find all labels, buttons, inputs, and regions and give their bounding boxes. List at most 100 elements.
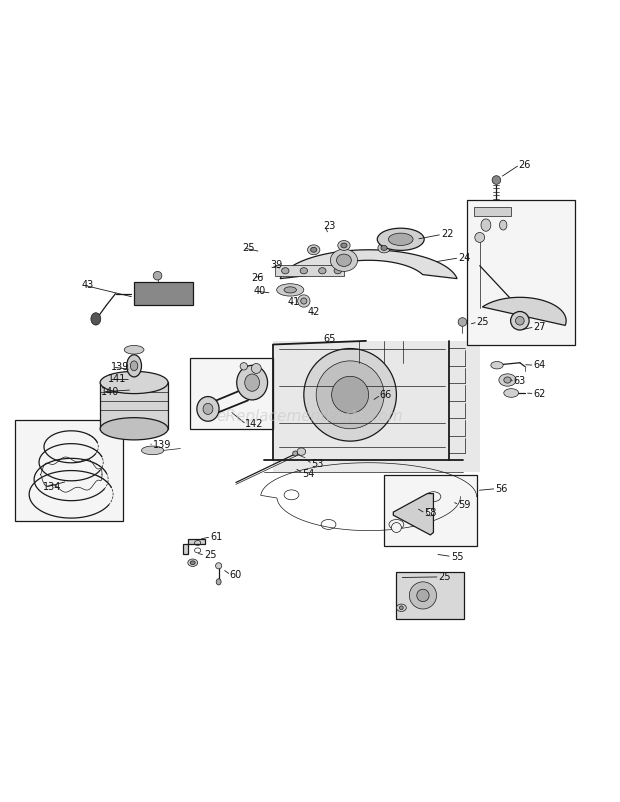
Ellipse shape xyxy=(388,233,413,245)
Text: 26: 26 xyxy=(251,273,264,282)
Ellipse shape xyxy=(311,247,317,253)
Ellipse shape xyxy=(124,346,144,354)
Ellipse shape xyxy=(300,268,308,273)
Text: 63: 63 xyxy=(514,376,526,387)
Text: eReplacementParts.com: eReplacementParts.com xyxy=(216,409,404,424)
Ellipse shape xyxy=(504,377,511,383)
Ellipse shape xyxy=(337,254,352,266)
Ellipse shape xyxy=(304,349,396,441)
Text: 25: 25 xyxy=(438,572,451,582)
Bar xyxy=(396,573,464,618)
Bar xyxy=(384,475,477,546)
Ellipse shape xyxy=(504,389,518,397)
Ellipse shape xyxy=(330,249,358,271)
Text: 58: 58 xyxy=(424,508,436,518)
Text: 139: 139 xyxy=(153,440,171,451)
Ellipse shape xyxy=(277,284,304,296)
Text: 27: 27 xyxy=(533,322,546,332)
Text: 59: 59 xyxy=(458,500,471,510)
Ellipse shape xyxy=(284,287,296,293)
Text: 25: 25 xyxy=(204,550,216,561)
Ellipse shape xyxy=(141,446,164,455)
Text: 62: 62 xyxy=(533,389,546,399)
Ellipse shape xyxy=(308,245,320,255)
Ellipse shape xyxy=(216,579,221,585)
Bar xyxy=(190,358,273,429)
Polygon shape xyxy=(100,383,168,429)
Ellipse shape xyxy=(126,354,141,377)
Ellipse shape xyxy=(130,361,138,371)
Ellipse shape xyxy=(197,396,219,421)
Polygon shape xyxy=(280,249,457,278)
Polygon shape xyxy=(273,341,480,472)
Ellipse shape xyxy=(203,403,213,415)
Ellipse shape xyxy=(481,219,491,231)
Ellipse shape xyxy=(500,221,507,230)
Ellipse shape xyxy=(245,374,260,391)
Polygon shape xyxy=(474,207,511,216)
Ellipse shape xyxy=(399,606,403,610)
Ellipse shape xyxy=(475,233,485,242)
Text: 140: 140 xyxy=(102,387,120,397)
Ellipse shape xyxy=(492,176,501,184)
Text: 142: 142 xyxy=(245,419,264,429)
Text: 65: 65 xyxy=(324,334,336,344)
Text: 53: 53 xyxy=(311,459,324,469)
Ellipse shape xyxy=(334,268,342,273)
Ellipse shape xyxy=(491,362,503,369)
Ellipse shape xyxy=(153,271,162,280)
Ellipse shape xyxy=(281,268,289,273)
Text: 134: 134 xyxy=(43,483,62,492)
Text: 25: 25 xyxy=(477,317,489,327)
Ellipse shape xyxy=(511,311,529,330)
Text: 41: 41 xyxy=(287,298,299,307)
Ellipse shape xyxy=(381,245,387,250)
Ellipse shape xyxy=(190,561,195,565)
Text: 26: 26 xyxy=(518,160,531,169)
Ellipse shape xyxy=(417,589,429,602)
Text: 24: 24 xyxy=(458,253,471,263)
Text: 60: 60 xyxy=(230,570,242,580)
Text: 25: 25 xyxy=(242,243,255,253)
Text: 141: 141 xyxy=(107,375,126,384)
Polygon shape xyxy=(482,298,566,326)
Text: 61: 61 xyxy=(210,532,222,542)
Ellipse shape xyxy=(458,318,467,326)
Ellipse shape xyxy=(301,298,307,304)
Ellipse shape xyxy=(216,563,222,569)
Ellipse shape xyxy=(396,604,406,611)
Ellipse shape xyxy=(188,559,198,566)
Ellipse shape xyxy=(516,317,524,325)
Polygon shape xyxy=(134,282,193,306)
Polygon shape xyxy=(275,265,344,276)
Bar xyxy=(15,419,123,521)
Text: 56: 56 xyxy=(495,484,508,494)
Ellipse shape xyxy=(237,366,268,400)
Text: 64: 64 xyxy=(533,360,546,371)
Ellipse shape xyxy=(341,243,347,248)
Ellipse shape xyxy=(316,361,384,429)
Ellipse shape xyxy=(378,243,390,253)
Ellipse shape xyxy=(293,451,298,456)
Ellipse shape xyxy=(240,363,247,370)
Ellipse shape xyxy=(100,371,168,394)
Ellipse shape xyxy=(499,374,516,387)
Text: 40: 40 xyxy=(253,286,265,296)
Ellipse shape xyxy=(427,508,434,516)
Text: 55: 55 xyxy=(451,552,463,561)
Text: 23: 23 xyxy=(324,221,336,231)
Bar xyxy=(467,200,575,346)
Ellipse shape xyxy=(91,313,101,325)
Ellipse shape xyxy=(297,448,306,456)
Ellipse shape xyxy=(251,363,261,374)
Ellipse shape xyxy=(319,268,326,273)
Text: 22: 22 xyxy=(441,229,453,239)
Text: 139: 139 xyxy=(111,362,130,372)
Text: 54: 54 xyxy=(302,469,314,479)
Polygon shape xyxy=(393,493,433,535)
Ellipse shape xyxy=(332,376,369,413)
Ellipse shape xyxy=(338,241,350,250)
Text: 39: 39 xyxy=(270,260,282,270)
Polygon shape xyxy=(184,539,205,554)
Text: 66: 66 xyxy=(379,390,392,400)
